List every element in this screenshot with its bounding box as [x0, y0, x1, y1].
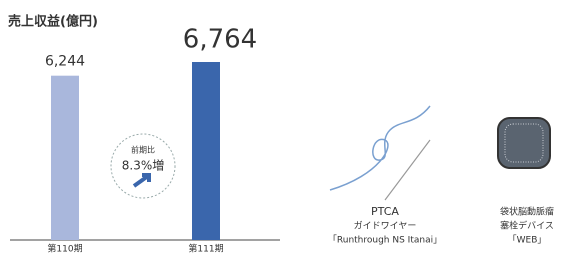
x-tick-label: 第111期	[188, 243, 223, 255]
guidewire-image	[330, 106, 430, 200]
web-device-image	[498, 118, 550, 168]
page: 売上収益(億円) 前期比 8.3%増 6,244 第110期 6,764 第111期 P…	[0, 0, 566, 257]
bar	[192, 62, 220, 240]
product-label: PTCA	[371, 205, 399, 218]
product-label: ガイドワイヤー	[354, 221, 417, 232]
badge-value: 8.3%増	[122, 159, 165, 173]
badge-label: 前期比	[131, 145, 155, 155]
value-label: 6,764	[183, 25, 257, 55]
bar	[51, 76, 79, 240]
product-label: 塞栓デバイス	[500, 220, 554, 232]
chart-title: 売上収益(億円)	[8, 14, 98, 30]
growth-badge: 前期比 8.3%増	[111, 134, 175, 198]
value-label: 6,244	[45, 54, 85, 70]
product-label: 「Runthrough NS Itanai」	[328, 235, 442, 246]
x-tick-label: 第110期	[47, 243, 82, 255]
product-label: 袋状脳動脈瘤	[500, 206, 554, 218]
product-label: 「WEB」	[508, 235, 547, 246]
